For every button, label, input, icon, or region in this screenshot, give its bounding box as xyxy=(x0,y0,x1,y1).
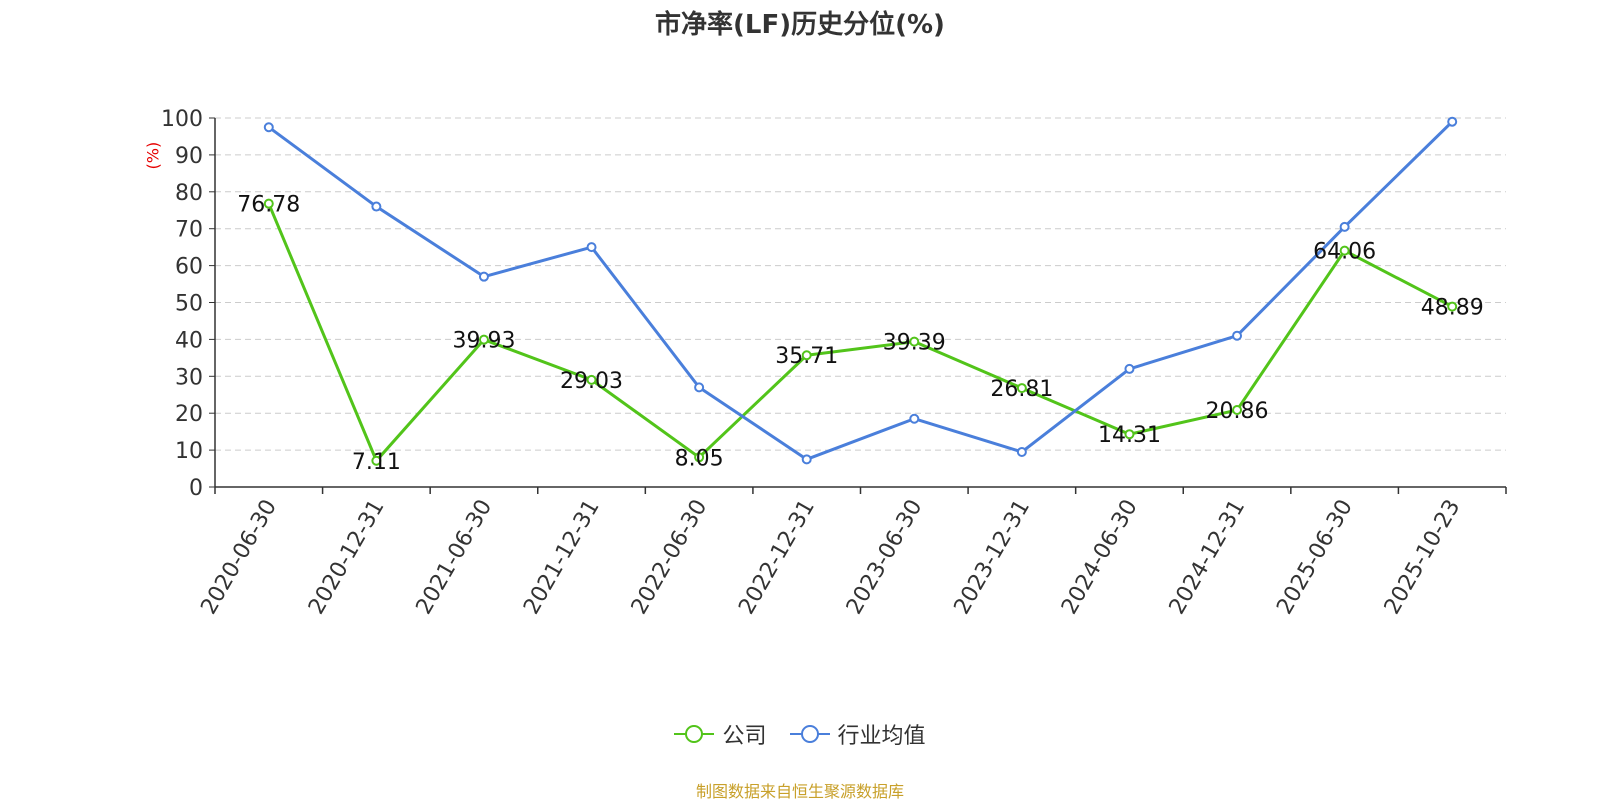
y-tick-label: 80 xyxy=(175,181,203,206)
data-label: 26.81 xyxy=(990,377,1053,402)
data-labels: 76.78 7.11 39.93 29.03 8.05 35.71 39.39 26.81 14… xyxy=(237,193,1483,475)
series-0-point xyxy=(1232,405,1243,416)
x-tick-label: 2025-10-23 xyxy=(1380,496,1466,619)
x-tick-label: 2020-06-30 xyxy=(196,496,282,619)
legend-company-marker-icon xyxy=(674,725,715,743)
data-label: 39.39 xyxy=(883,331,946,356)
series-0-point xyxy=(263,198,274,209)
y-tick-label: 30 xyxy=(175,365,203,390)
x-tick-label: 2024-06-30 xyxy=(1057,496,1143,619)
data-label: 29.03 xyxy=(560,369,623,394)
x-tick-label: 2022-12-31 xyxy=(734,496,820,619)
legend-company-label: 公司 xyxy=(722,724,767,749)
series-1-point xyxy=(1124,363,1135,374)
y-tick-label: 20 xyxy=(175,402,203,427)
series-1-point xyxy=(586,242,597,253)
x-tick-label: 2020-12-31 xyxy=(304,496,390,619)
x-tick-label: 2024-12-31 xyxy=(1165,496,1251,619)
series-0-point xyxy=(1339,245,1350,256)
x-tick-label: 2023-12-31 xyxy=(949,496,1035,619)
series-1-point xyxy=(1232,330,1243,341)
y-tick-label: 90 xyxy=(175,144,203,169)
data-label: 14.31 xyxy=(1098,423,1161,448)
legend-item-company[interactable]: 公司 xyxy=(674,718,767,750)
series-0-point xyxy=(801,350,812,361)
series-0-point xyxy=(694,452,705,463)
series-0-point xyxy=(586,374,597,385)
legend-industry-label: 行业均值 xyxy=(837,724,926,749)
series-1-point xyxy=(1016,446,1027,457)
legend: 公司 行业均值 xyxy=(0,718,1600,750)
y-tick-label: 50 xyxy=(175,292,203,317)
data-label: 64.06 xyxy=(1313,240,1376,265)
data-source-note: 制图数据来自恒生聚源数据库 xyxy=(695,782,904,801)
series-1-point xyxy=(371,201,382,212)
legend-item-industry-average[interactable]: 行业均值 xyxy=(789,718,926,750)
y-tick-label: 70 xyxy=(175,218,203,243)
x-tick-label: 2021-06-30 xyxy=(412,496,498,619)
series-1-point xyxy=(801,454,812,465)
series-1-point xyxy=(263,122,274,133)
y-tick-label: 40 xyxy=(175,328,203,353)
data-label: 7.11 xyxy=(352,450,401,475)
series-1-point xyxy=(909,413,920,424)
data-label: 76.78 xyxy=(237,193,300,218)
x-tick-label: 2023-06-30 xyxy=(842,496,928,619)
chart-title: 市净率(LF)历史分位(%) xyxy=(655,10,945,40)
series-0-point xyxy=(1124,429,1135,440)
series-1-point xyxy=(1339,221,1350,232)
series xyxy=(263,116,1458,466)
y-tick-label: 0 xyxy=(189,476,203,501)
x-tick-label: 2021-12-31 xyxy=(519,496,605,619)
series-line-0 xyxy=(267,203,1453,463)
data-label: 48.89 xyxy=(1421,296,1484,321)
data-label: 20.86 xyxy=(1206,399,1269,424)
series-0-point xyxy=(909,336,920,347)
legend-industry-marker-icon xyxy=(789,725,830,743)
x-tick-label: 2025-06-30 xyxy=(1272,496,1358,619)
series-1-point xyxy=(478,271,489,282)
data-label: 39.93 xyxy=(452,329,515,354)
y-tick-label: 10 xyxy=(175,439,203,464)
y-tick-label: 60 xyxy=(175,255,203,280)
series-1-point xyxy=(1447,116,1458,127)
grid-lines xyxy=(215,117,1506,451)
series-0-point xyxy=(1447,301,1458,312)
series-1-point xyxy=(694,382,705,393)
series-0-point xyxy=(478,334,489,345)
series-0-point xyxy=(1016,383,1027,394)
series-0-point xyxy=(371,455,382,466)
data-label: 8.05 xyxy=(675,446,724,471)
series-line-1 xyxy=(267,120,1454,461)
x-tick-label: 2022-06-30 xyxy=(627,496,713,619)
data-label: 35.71 xyxy=(775,344,838,369)
y-tick-label: 100 xyxy=(161,107,203,132)
